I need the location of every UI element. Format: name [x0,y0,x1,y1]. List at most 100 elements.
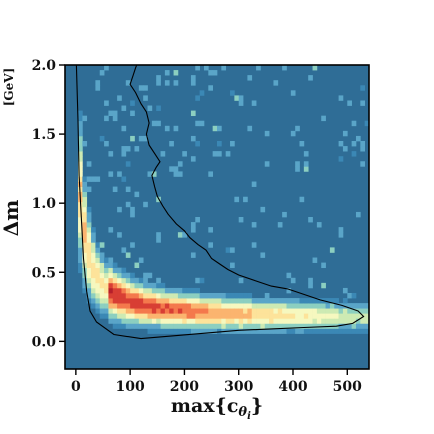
heatmap-cell [321,115,326,122]
heatmap-cell [173,125,179,132]
heatmap-cell [329,313,335,319]
heatmap-cell [360,141,365,147]
heatmap-cell [186,323,192,329]
heatmap-cell [360,146,365,152]
heatmap-cell [329,318,335,324]
heatmap-cell [238,303,244,309]
heatmap-cell [95,242,101,248]
heatmap-cell [342,313,348,319]
heatmap-cell [125,161,131,167]
heatmap-cell [169,141,174,147]
heatmap-cell [182,328,187,334]
heatmap-cell [360,100,365,106]
heatmap-cell [156,232,161,238]
heatmap-cell [364,323,369,329]
heatmap-cell [104,267,109,274]
heatmap-cell [295,308,300,314]
heatmap-cell [91,267,96,274]
heatmap-cell [99,272,105,279]
heatmap-cell [321,323,326,329]
heatmap-cell [160,298,166,304]
heatmap-cell [217,328,222,334]
heatmap-cell [138,318,144,324]
heatmap-cell [230,247,235,253]
heatmap-cell [160,318,166,324]
heatmap-cell [290,308,296,314]
heatmap-cell [234,298,240,304]
heatmap-cell [86,161,92,167]
heatmap-cell [308,323,313,329]
heatmap-cell [156,120,161,127]
heatmap-cell [338,328,344,334]
heatmap-cell [264,130,270,137]
heatmap-cell [351,151,357,157]
heatmap-cell [138,135,144,142]
heatmap-cell [355,323,361,329]
heatmap-cell [355,318,361,324]
heatmap-cell [208,313,213,319]
heatmap-cell [273,313,279,319]
heatmap-cell [299,328,305,334]
heatmap-cell [104,303,109,309]
heatmap-cell [234,196,240,203]
heatmap-cell [269,313,274,319]
heatmap-cell [230,141,235,147]
heatmap-cell [338,308,344,314]
heatmap-cell [221,65,227,71]
heatmap-cell [347,318,352,324]
heatmap-cell [95,293,101,299]
heatmap-cell [351,323,357,329]
heatmap-cell [147,313,153,319]
heatmap-cell [182,308,187,314]
heatmap-cell [190,252,196,258]
heatmap-cell [355,328,361,334]
heatmap-cell [217,318,222,324]
heatmap-cell [134,277,140,284]
heatmap-cell [156,328,161,334]
heatmap-cell [303,298,309,304]
x-axis-label-subsub: i [247,411,251,422]
heatmap-cell [256,328,261,334]
heatmap-cell [169,298,174,304]
heatmap-cell [221,313,227,319]
heatmap-cell [177,171,183,177]
heatmap-cell [342,298,348,304]
heatmap-cell [230,90,235,96]
heatmap-cell [82,242,88,248]
heatmap-cell [121,176,127,182]
heatmap-cell [108,171,114,177]
heatmap-cell [86,237,92,243]
heatmap-cell [260,318,266,324]
heatmap-cell [82,247,88,253]
heatmap-cell [169,328,174,334]
heatmap-cell [230,293,235,299]
heatmap-cell [190,227,196,233]
heatmap-cell [321,262,326,269]
heatmap-cell [312,303,318,309]
heatmap-cell [264,298,270,304]
heatmap-cell [78,135,83,142]
heatmap-cell [173,80,179,86]
heatmap-cell [82,211,88,218]
heatmap-cell [277,298,283,304]
heatmap-cell [138,85,144,91]
heatmap-cell [130,100,135,106]
heatmap-cell [138,282,144,289]
heatmap-cell [338,227,344,233]
heatmap-cell [286,313,292,319]
heatmap-cell [195,318,200,324]
heatmap-cell [260,323,266,329]
heatmap-cell [104,293,109,299]
heatmap-cell [160,282,166,289]
heatmap-cell [303,313,309,319]
heatmap-cell [212,308,218,314]
heatmap-cell [190,80,196,86]
heatmap-cell [156,282,161,289]
heatmap-cell [99,298,105,304]
heatmap-cell [325,313,331,319]
heatmap-cell [269,323,274,329]
heatmap-cell [195,120,200,127]
heatmap-cell [125,201,131,208]
heatmap-cell [164,298,170,304]
heatmap-cell [251,318,257,324]
